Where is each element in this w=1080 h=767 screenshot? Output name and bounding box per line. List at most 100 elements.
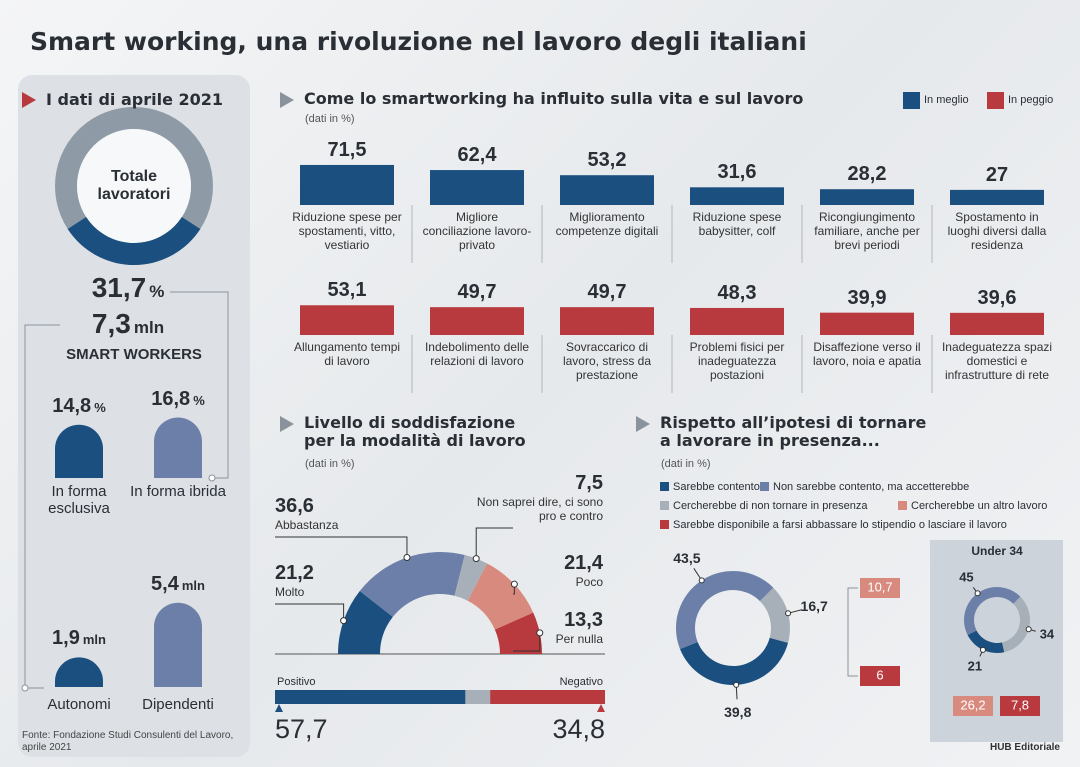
bar-category: Sovraccarico di lavoro, stress da presta… — [562, 340, 652, 382]
segment-label: Per nulla — [555, 632, 603, 646]
donut-segment — [680, 637, 789, 685]
bar-category: Problemi fisici per inadeguatezza postaz… — [689, 340, 785, 382]
pillar-name: Dipendenti — [142, 696, 214, 713]
panel-heading: I dati di aprile 2021 — [46, 90, 224, 109]
value-unit: mln — [133, 318, 165, 337]
segment-value: 7,5 — [575, 472, 603, 494]
pillar-name: In forma ibrida — [130, 483, 226, 500]
semi-donut-segment — [359, 552, 465, 617]
balance-bar — [465, 690, 491, 704]
bar-category: Inadeguatezza spazi domestici e infrastr… — [941, 340, 1053, 382]
marker — [22, 92, 36, 108]
chart-title: Come lo smartworking ha influito sulla v… — [304, 89, 804, 108]
connector-dot — [208, 474, 216, 482]
page-title: Smart working, una rivoluzione nel lavor… — [30, 27, 807, 56]
segment-label: Abbastanza — [275, 518, 339, 532]
bar-value: 39,6 — [977, 286, 1017, 309]
connector-dot — [21, 684, 29, 692]
leader-dot — [403, 553, 411, 561]
segment-value: 39,8 — [724, 703, 752, 720]
connector — [170, 291, 229, 479]
legend-swatch — [898, 501, 907, 510]
bar-value: 53,2 — [587, 149, 627, 172]
breakdown-box — [1000, 696, 1040, 716]
bracket — [847, 587, 858, 677]
under34-title: Under 34 — [971, 544, 1023, 558]
pillar-value: 5,4 mln — [151, 573, 205, 596]
balance-value: 34,8 — [552, 714, 605, 744]
breakdown-box — [860, 666, 900, 686]
caption: SMART WORKERS — [66, 346, 202, 363]
bar-category: Riduzione spese babysitter, colf — [692, 210, 782, 238]
marker — [280, 416, 294, 432]
bar-category: Migliore conciliazione lavoro-privato — [422, 210, 532, 252]
pillar — [154, 417, 202, 478]
bar-value: 62,4 — [457, 144, 497, 167]
leader-dot — [979, 646, 986, 653]
pillar-value: 16,8% — [151, 388, 205, 411]
segment-value: 21,4 — [564, 552, 603, 574]
value-unit: % — [94, 399, 106, 415]
left-panel — [18, 75, 250, 757]
marker — [280, 92, 294, 108]
bar — [950, 312, 1044, 335]
bar-category: Disaffezione verso il lavoro, noia e apa… — [812, 340, 922, 368]
bar-category: Ricongiungimento familiare, anche per br… — [814, 210, 920, 252]
breakdown-box — [860, 578, 900, 598]
value-label: 1,9 — [52, 627, 80, 650]
value-label: 5,4 — [151, 572, 179, 595]
value-label: 7,3 — [91, 308, 131, 339]
breakdown-box — [953, 696, 993, 716]
marker — [636, 416, 650, 432]
segment-value: 16,7 — [800, 598, 828, 615]
leader-dot — [698, 577, 705, 584]
bar-value: 31,6 — [717, 161, 757, 184]
segment-value: 21 — [967, 658, 983, 674]
connector — [24, 324, 60, 689]
chart-subtitle: (dati in %) — [305, 458, 355, 470]
legend-label: Non sarebbe contento, ma accetterebbe — [773, 481, 970, 493]
leader-dot — [510, 580, 518, 588]
count-value: 7,3 mln — [92, 308, 164, 340]
legend-label: In meglio — [924, 94, 969, 106]
legend-label: Sarebbe contento — [673, 481, 760, 493]
donut-segment — [675, 570, 774, 649]
legend-swatch — [903, 92, 920, 109]
chart-subtitle: (dati in %) — [305, 113, 355, 125]
legend-label: Sarebbe disponibile a farsi abbassare lo… — [673, 519, 1007, 531]
value-label: 14,8 — [52, 394, 92, 417]
legend-label: Cercherebbe di non tornare in presenza — [673, 500, 868, 512]
pillar-value: 1,9 mln — [52, 627, 106, 650]
breakdown-value: 26,2 — [960, 697, 986, 713]
legend-swatch — [660, 520, 669, 529]
pointer — [275, 704, 283, 712]
legend-swatch — [660, 482, 669, 491]
bar-value: 71,5 — [327, 138, 367, 161]
bar-value: 49,7 — [457, 281, 497, 304]
semi-donut-segment — [467, 563, 534, 630]
balance-bar — [275, 690, 466, 704]
bar — [690, 307, 784, 335]
bar — [300, 305, 394, 335]
leader-line — [275, 536, 408, 558]
segment-label: Poco — [575, 575, 603, 589]
under34-panel — [930, 540, 1063, 742]
bar-category: Indebolimento delle relazioni di lavoro — [424, 340, 530, 368]
bar — [430, 307, 524, 335]
legend-swatch — [660, 501, 669, 510]
bar-value: 49,7 — [587, 281, 627, 304]
bar-value: 53,1 — [327, 279, 367, 302]
segment-value: 13,3 — [564, 609, 603, 631]
segment-value: 21,2 — [275, 562, 314, 584]
legend-label: In peggio — [1008, 94, 1054, 106]
bar-category: Allungamento tempi di lavoro — [293, 340, 401, 368]
pillar-name: In forma esclusiva — [48, 483, 110, 518]
bar-value: 39,9 — [847, 286, 887, 309]
segment-label: Non saprei dire, ci sono pro e contro — [476, 495, 603, 523]
donut-label: Totale lavoratori — [97, 168, 171, 204]
pillar-value: 14,8% — [52, 395, 106, 418]
balance-label: Negativo — [559, 676, 603, 688]
breakdown-value: 6 — [876, 667, 884, 683]
